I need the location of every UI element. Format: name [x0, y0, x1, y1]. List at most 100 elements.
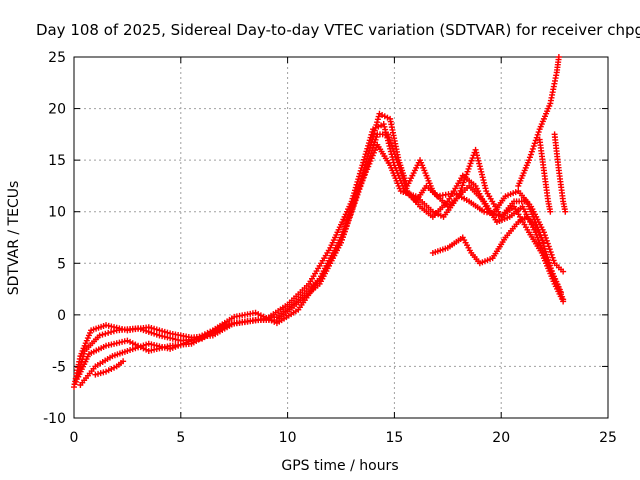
- data-point-marker: [338, 236, 345, 243]
- data-point-marker: [362, 151, 369, 158]
- data-point-marker: [363, 168, 370, 175]
- data-point-marker: [346, 212, 353, 219]
- data-point-marker: [368, 155, 375, 162]
- data-point-marker: [366, 137, 373, 144]
- data-point-marker: [535, 129, 542, 136]
- data-point-marker: [391, 151, 398, 158]
- data-point-marker: [356, 170, 363, 177]
- data-point-marker: [463, 171, 470, 178]
- data-points-layer: [71, 54, 569, 391]
- y-tick-label: 5: [57, 256, 66, 272]
- plot-frame: [73, 56, 609, 419]
- data-point-marker: [369, 152, 376, 159]
- x-tick-label: 5: [176, 430, 185, 446]
- data-point-marker: [477, 166, 484, 173]
- x-tick-label: 0: [70, 430, 79, 446]
- data-point-marker: [345, 217, 352, 224]
- data-point-marker: [360, 159, 367, 166]
- data-point-marker: [544, 254, 551, 261]
- data-point-marker: [388, 142, 395, 149]
- data-point-marker: [469, 155, 476, 162]
- data-point-marker: [73, 378, 80, 385]
- data-point-marker: [549, 254, 556, 261]
- data-point-marker: [548, 251, 555, 258]
- data-point-marker: [351, 187, 358, 194]
- data-point-marker: [364, 145, 371, 152]
- data-point-marker: [355, 188, 362, 195]
- data-series-track-5: [92, 358, 127, 378]
- data-point-marker: [359, 162, 366, 169]
- data-point-marker: [351, 198, 358, 205]
- data-point-marker: [457, 187, 464, 194]
- data-point-marker: [394, 159, 401, 166]
- data-point-marker: [481, 182, 488, 189]
- data-point-marker: [478, 168, 485, 175]
- data-point-marker: [354, 178, 361, 185]
- data-point-marker: [351, 190, 358, 197]
- data-point-marker: [364, 166, 371, 173]
- data-point-marker: [352, 184, 359, 191]
- data-point-marker: [352, 196, 359, 203]
- data-point-marker: [344, 220, 351, 227]
- data-point-marker: [365, 140, 372, 147]
- data-point-marker: [540, 239, 547, 246]
- data-point-marker: [339, 234, 346, 241]
- data-point-marker: [357, 182, 364, 189]
- data-point-marker: [465, 165, 472, 172]
- data-point-marker: [361, 153, 368, 160]
- data-point-marker: [381, 123, 388, 130]
- data-point-marker: [375, 113, 382, 120]
- data-point-marker: [481, 179, 488, 186]
- data-point-marker: [363, 148, 370, 155]
- grid-layer: [74, 57, 608, 418]
- data-point-marker: [355, 176, 362, 183]
- data-point-marker: [343, 223, 350, 230]
- data-point-marker: [541, 245, 548, 252]
- data-point-marker: [120, 358, 127, 365]
- data-point-marker: [543, 251, 550, 258]
- data-point-marker: [347, 209, 354, 216]
- x-tick-label: 25: [599, 430, 617, 446]
- data-point-marker: [368, 131, 375, 138]
- data-point-marker: [560, 298, 567, 305]
- data-point-marker: [102, 330, 109, 337]
- data-point-marker: [370, 149, 377, 156]
- data-point-marker: [547, 249, 554, 256]
- data-point-marker: [105, 329, 112, 336]
- data-point-marker: [360, 174, 367, 181]
- data-point-marker: [479, 174, 486, 181]
- data-point-marker: [468, 157, 475, 164]
- data-series-track-8: [536, 136, 554, 215]
- data-point-marker: [356, 173, 363, 180]
- data-point-marker: [531, 140, 538, 147]
- data-point-marker: [467, 160, 474, 167]
- chart-title: Day 108 of 2025, Sidereal Day-to-day VTE…: [36, 21, 640, 39]
- y-tick-label: -5: [52, 359, 66, 375]
- data-point-marker: [545, 256, 552, 263]
- data-point-marker: [527, 151, 534, 158]
- data-point-marker: [380, 121, 387, 128]
- data-point-marker: [562, 208, 569, 215]
- data-point-marker: [390, 148, 397, 155]
- data-point-marker: [555, 54, 562, 60]
- y-tick-label: -10: [43, 411, 66, 427]
- data-point-marker: [361, 156, 368, 163]
- data-point-marker: [462, 174, 469, 181]
- x-axis-label: GPS time / hours: [281, 458, 398, 474]
- data-point-marker: [525, 157, 532, 164]
- y-tick-label: 25: [48, 50, 66, 66]
- data-point-marker: [455, 193, 462, 200]
- data-point-marker: [366, 160, 373, 167]
- data-series-track-6: [429, 213, 547, 267]
- data-point-marker: [365, 142, 372, 149]
- y-axis-label: SDTVAR / TECUs: [6, 181, 22, 296]
- data-point-marker: [80, 350, 87, 357]
- data-point-marker: [528, 148, 535, 155]
- data-point-marker: [350, 201, 357, 208]
- data-point-marker: [560, 268, 567, 275]
- data-point-marker: [456, 190, 463, 197]
- y-tick-label: 20: [48, 102, 66, 118]
- data-point-marker: [349, 204, 356, 211]
- data-point-marker: [387, 139, 394, 146]
